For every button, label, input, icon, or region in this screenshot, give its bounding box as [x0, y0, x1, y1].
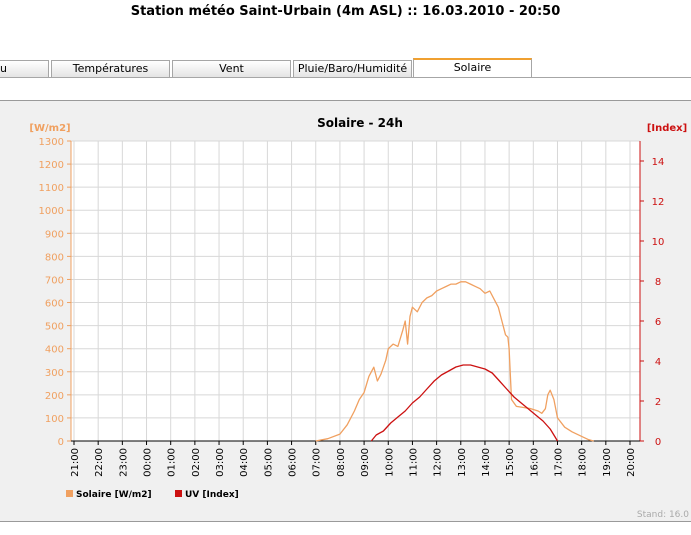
tab-pluie-baro-humidite[interactable]: Pluie/Baro/Humidité	[293, 60, 412, 77]
y-left-tick-label: 600	[45, 299, 64, 310]
x-tick-label: 23:00	[118, 448, 129, 477]
x-tick-label: 13:00	[457, 448, 468, 477]
y-right-tick-label: 14	[652, 157, 665, 168]
x-tick-label: 00:00	[143, 448, 154, 477]
x-tick-label: 12:00	[433, 448, 444, 477]
x-tick-label: 07:00	[312, 448, 323, 477]
legend-label-solaire: Solaire [W/m2]	[76, 490, 152, 500]
y-left-tick-label: 400	[45, 345, 64, 356]
y-right-tick-label: 2	[655, 397, 661, 408]
x-tick-label: 21:00	[70, 448, 81, 477]
y-right-tick-label: 6	[655, 317, 661, 328]
x-tick-label: 14:00	[481, 448, 492, 477]
y-left-tick-label: 0	[58, 437, 64, 448]
y-left-tick-label: 700	[45, 275, 64, 286]
tab-vent[interactable]: Vent	[172, 60, 291, 77]
y-left-tick-label: 1200	[39, 160, 64, 171]
chart-title: Solaire - 24h	[317, 116, 403, 130]
tab-divider	[0, 77, 691, 78]
x-tick-label: 09:00	[360, 448, 371, 477]
y-left-axis-label: [W/m2]	[29, 123, 70, 134]
y-left-tick-label: 1300	[39, 137, 64, 148]
legend-swatch-solaire	[66, 490, 73, 497]
y-left-tick-label: 100	[45, 414, 64, 425]
tab-overview[interactable]: u	[0, 60, 49, 77]
x-tick-label: 01:00	[167, 448, 178, 477]
x-tick-label: 22:00	[94, 448, 105, 477]
legend-swatch-uv	[175, 490, 182, 497]
y-right-tick-label: 4	[655, 357, 661, 368]
y-right-tick-label: 0	[655, 437, 661, 448]
x-tick-label: 18:00	[578, 448, 589, 477]
tab-bar: u Températures Vent Pluie/Baro/Humidité …	[0, 58, 691, 78]
series-line-uv	[370, 364, 559, 442]
tab-temperatures[interactable]: Températures	[51, 60, 170, 77]
y-right-tick-label: 12	[652, 197, 665, 208]
x-tick-label: 19:00	[602, 448, 613, 477]
y-left-tick-label: 1100	[39, 183, 64, 194]
x-tick-label: 03:00	[215, 448, 226, 477]
chart-legend: Solaire [W/m2] UV [Index]	[66, 490, 239, 500]
x-tick-label: 06:00	[288, 448, 299, 477]
x-tick-label: 11:00	[408, 448, 419, 477]
y-right-tick-label: 8	[655, 277, 661, 288]
x-tick-label: 17:00	[553, 448, 564, 477]
x-tick-label: 16:00	[529, 448, 540, 477]
x-tick-label: 04:00	[239, 448, 250, 477]
chart-panel: Solaire - 24h [W/m2] [Index] 0 100 200 300 4…	[0, 100, 691, 522]
plot-background	[71, 141, 640, 441]
legend-label-uv: UV [Index]	[185, 490, 239, 500]
x-tick-label: 08:00	[336, 448, 347, 477]
y-left-tick-label: 900	[45, 229, 64, 240]
solar-chart: Solaire - 24h [W/m2] [Index] 01002003004…	[29, 116, 689, 520]
y-left-tick-label: 200	[45, 391, 64, 402]
x-tick-label: 10:00	[384, 448, 395, 477]
x-tick-label: 02:00	[191, 448, 202, 477]
y-left-tick-label: 300	[45, 368, 64, 379]
x-tick-label: 15:00	[505, 448, 516, 477]
x-tick-label: 05:00	[263, 448, 274, 477]
y-left-tick-label: 500	[45, 322, 64, 333]
page-title: Station météo Saint-Urbain (4m ASL) :: 1…	[130, 4, 561, 19]
tab-solaire[interactable]: Solaire	[413, 58, 532, 78]
footer-stand: Stand: 16.0	[637, 510, 689, 520]
y-right-axis-label: [Index]	[647, 123, 687, 134]
x-tick-label: 20:00	[626, 448, 637, 477]
y-right-tick-label: 10	[652, 237, 665, 248]
y-left-tick-label: 1000	[39, 206, 64, 217]
series-line-solaire	[315, 281, 594, 442]
y-left-tick-label: 800	[45, 252, 64, 263]
